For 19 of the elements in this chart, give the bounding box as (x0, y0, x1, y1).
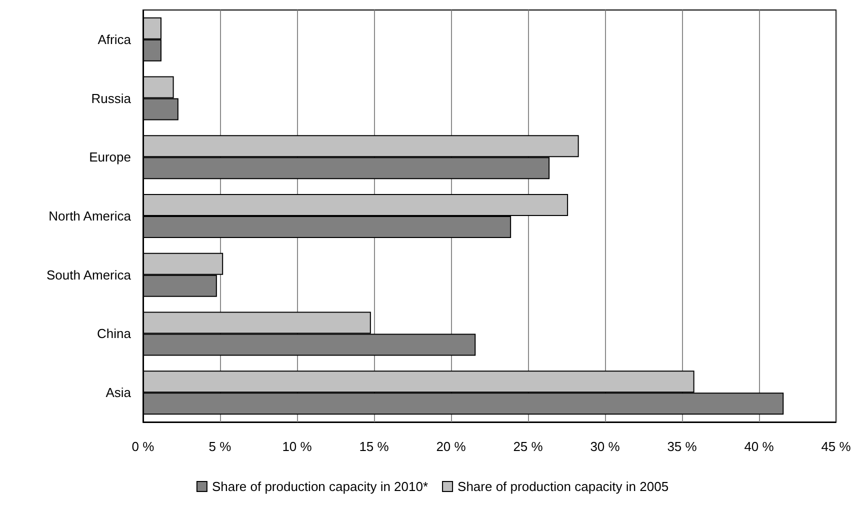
legend-label: Share of production capacity in 2010* (212, 479, 428, 494)
x-tick-label: 40 % (744, 439, 774, 454)
x-tick-label: 30 % (590, 439, 620, 454)
y-tick-label: Africa (98, 32, 132, 47)
x-tick-label: 15 % (359, 439, 390, 454)
x-tick-label: 0 % (132, 439, 155, 454)
y-tick-label: South America (46, 267, 132, 282)
x-tick-label: 10 % (282, 439, 312, 454)
y-tick-label: Asia (106, 385, 132, 400)
y-tick-label: China (97, 326, 132, 342)
x-tick-label: 45 % (821, 439, 852, 454)
x-tick-label: 20 % (436, 439, 466, 454)
legend-label: Share of production capacity in 2005 (458, 479, 669, 494)
x-tick-label: 35 % (667, 439, 698, 454)
x-tick-label: 25 % (513, 439, 544, 454)
x-tick-label: 5 % (208, 439, 232, 454)
y-tick-label: Europe (89, 150, 131, 165)
y-tick-label: North America (48, 208, 132, 224)
y-tick-label: Russia (91, 90, 132, 106)
